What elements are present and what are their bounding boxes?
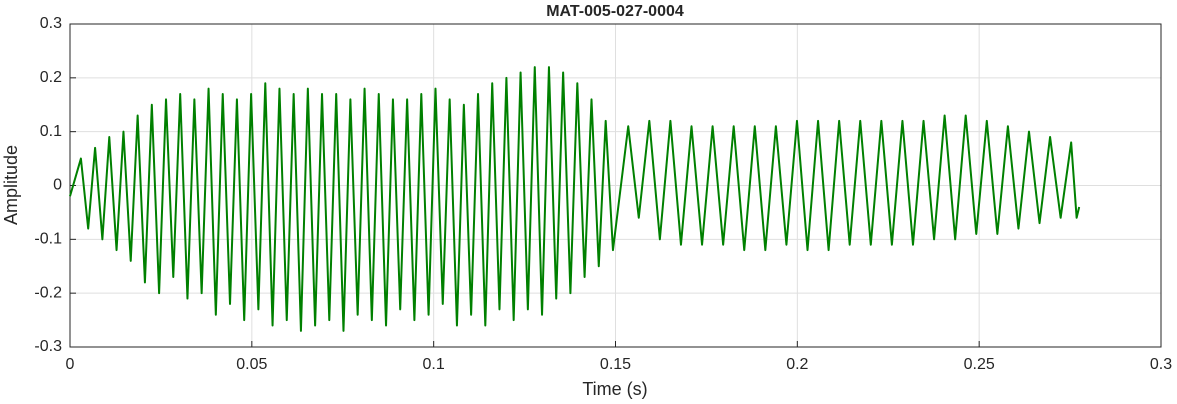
x-tick-label: 0.1 — [423, 356, 445, 373]
chart-title: MAT-005-027-0004 — [546, 3, 684, 20]
x-tick-label: 0.05 — [236, 356, 267, 373]
x-tick-label: 0 — [66, 356, 75, 373]
x-tick-label: 0.15 — [600, 356, 631, 373]
x-tick-label: 0.3 — [1150, 356, 1172, 373]
plot-frame — [69, 23, 1162, 348]
y-tick-label: 0.2 — [40, 69, 62, 86]
y-axis-label: Amplitude — [1, 145, 21, 225]
y-tick-label: -0.3 — [34, 338, 62, 355]
x-axis-label: Time (s) — [582, 379, 647, 399]
y-tick-label: 0.3 — [40, 15, 62, 32]
waveform-line — [69, 66, 1081, 332]
y-tick-label: -0.1 — [34, 231, 62, 248]
y-tick-label: 0 — [53, 177, 62, 194]
x-tick-label: 0.2 — [786, 356, 808, 373]
x-tick-label: 0.25 — [964, 356, 995, 373]
y-tick-label: 0.1 — [40, 123, 62, 140]
y-tick-label: -0.2 — [34, 284, 62, 301]
